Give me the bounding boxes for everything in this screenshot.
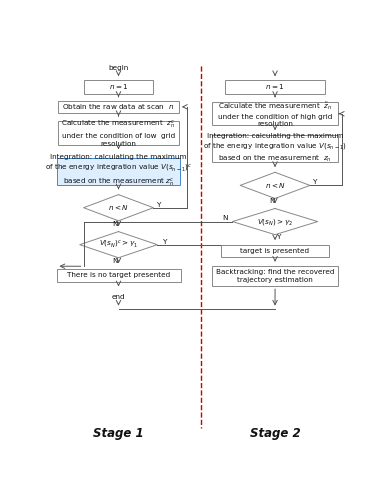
Bar [221, 245, 329, 257]
Bar [212, 102, 338, 125]
Text: Y: Y [313, 179, 317, 185]
Text: $n = 1$: $n = 1$ [265, 82, 285, 91]
Bar [58, 101, 179, 113]
Text: $n < N$: $n < N$ [265, 181, 285, 190]
Bar [57, 269, 181, 281]
Text: Stage 1: Stage 1 [93, 427, 144, 440]
Text: Integration: calculating the maximum
of the energy integration value $V(s_{n-1}): Integration: calculating the maximum of … [45, 154, 192, 189]
Bar [58, 121, 179, 145]
Text: Obtain the raw data at scan  $n$: Obtain the raw data at scan $n$ [62, 102, 175, 111]
Text: There is no target presented: There is no target presented [67, 272, 170, 278]
Text: Stage 2: Stage 2 [250, 427, 300, 440]
Text: $V(s_N) > \gamma_2$: $V(s_N) > \gamma_2$ [257, 217, 293, 227]
Text: N: N [269, 198, 274, 204]
Bar [212, 135, 338, 162]
Text: N: N [222, 216, 227, 222]
Text: $n = 1$: $n = 1$ [109, 82, 128, 91]
Text: Backtracking: find the recovered
trajectory estimation: Backtracking: find the recovered traject… [216, 269, 334, 283]
Text: $V(s_N)^c>\gamma_1$: $V(s_N)^c>\gamma_1$ [99, 239, 138, 250]
Text: Y: Y [277, 234, 281, 240]
Bar [212, 266, 338, 286]
Text: begin: begin [108, 64, 129, 70]
Text: Y: Y [163, 239, 167, 245]
Bar [83, 80, 153, 94]
Text: end: end [112, 294, 125, 300]
Bar [225, 80, 325, 94]
Text: $n < N$: $n < N$ [108, 203, 129, 212]
Text: N: N [112, 221, 118, 227]
Text: Y: Y [157, 202, 161, 208]
Text: Calculate the measurement  $z_n^c$
under the condition of low  grid
resolution: Calculate the measurement $z_n^c$ under … [61, 119, 176, 147]
Bar [57, 158, 180, 186]
Text: N: N [112, 258, 118, 264]
Text: Integration: calculating the maximum
of the energy integration value $V(s_{n-1}): Integration: calculating the maximum of … [203, 133, 347, 164]
Text: Calculate the measurement  $\tilde{z}_n$
under the condition of high grid
resolu: Calculate the measurement $\tilde{z}_n$ … [218, 100, 332, 127]
Text: target is presented: target is presented [241, 248, 310, 254]
